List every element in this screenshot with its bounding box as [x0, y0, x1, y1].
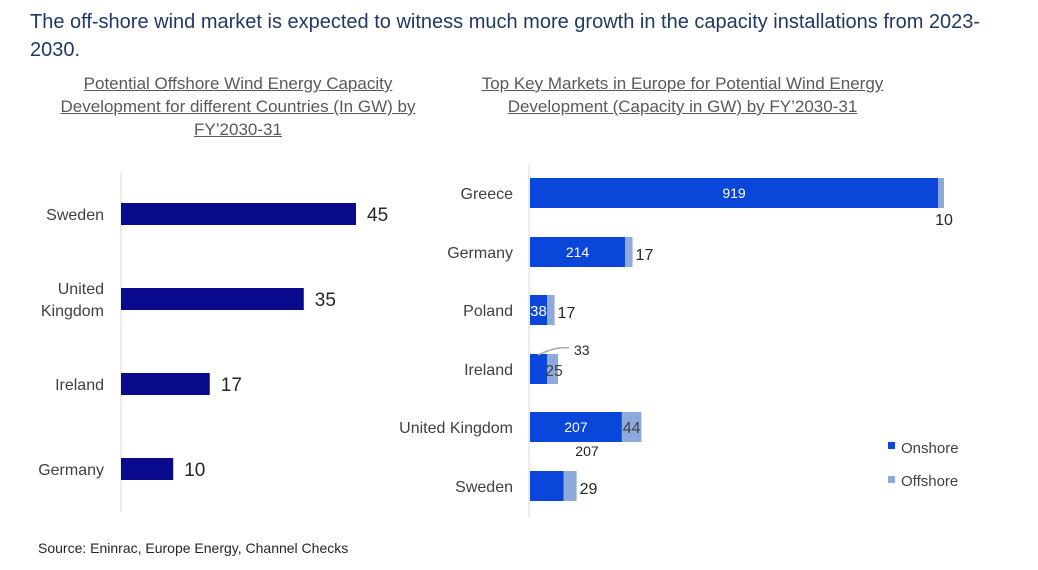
offshore-bar-4	[621, 412, 642, 442]
left-category-label-3: Germany	[38, 462, 104, 479]
left-bar-value-2: 17	[221, 375, 242, 396]
offshore-bar-5	[563, 471, 577, 501]
offshore-bar-0	[938, 178, 944, 208]
left-bar-0	[121, 203, 356, 225]
offshore-value-label-1: 17	[636, 247, 654, 264]
offshore-value-label-4: 44	[623, 420, 641, 437]
onshore-bar-3	[530, 354, 547, 384]
right-category-label-3: Ireland	[464, 362, 513, 379]
offshore-value-label-2: 17	[558, 305, 576, 322]
left-category-label-line: Kingdom	[41, 303, 104, 320]
offshore-value-label-3: 25	[545, 363, 563, 380]
offshore-bar-3	[547, 354, 559, 384]
legend-offshore-swatch	[888, 476, 895, 483]
left-bar-3	[121, 458, 174, 480]
right-category-label-2: Poland	[463, 303, 513, 320]
onshore-value-label-2: 38	[530, 303, 547, 320]
right-chart-title: Top Key Markets in Europe for Potential …	[481, 74, 884, 116]
right-category-label-1: Germany	[447, 245, 513, 262]
onshore-value-label-1: 214	[566, 244, 590, 260]
right-category-label-5: Sweden	[455, 479, 513, 496]
left-category-label-0: Sweden	[46, 207, 104, 224]
onshore-bar-5	[530, 471, 564, 501]
left-bar-value-3: 10	[184, 460, 205, 481]
left-category-label-line: Ireland	[55, 377, 104, 394]
left-bar-value-1: 35	[315, 290, 336, 311]
source-note: Source: Eninrac, Europe Energy, Channel …	[38, 540, 349, 556]
left-category-label-line: United	[58, 281, 104, 298]
offshore-bar-2	[547, 295, 555, 325]
legend-onshore-label: Onshore	[901, 440, 959, 457]
left-bar-chart: 45 Sweden 35 United Kingdom 17 Ireland 10 German…	[38, 172, 388, 512]
onshore-bar-4	[530, 412, 622, 442]
onshore-bar-2	[530, 295, 547, 325]
left-category-label-2: Ireland	[55, 377, 104, 394]
right-category-label-4: United Kingdom	[399, 420, 513, 437]
onshore-value-label-4: 207	[575, 443, 599, 459]
legend-onshore-swatch	[888, 442, 895, 449]
left-chart-title: Potential Offshore Wind Energy Capacity …	[60, 74, 416, 139]
onshore-value-label-4: 207	[564, 419, 588, 435]
offshore-bar-1	[625, 237, 633, 267]
headline: The off-shore wind market is expected to…	[30, 11, 981, 61]
left-bar-2	[121, 373, 210, 395]
left-category-label-line: Sweden	[46, 207, 104, 224]
onshore-bar-0	[530, 178, 938, 208]
left-bar-1	[121, 288, 304, 310]
left-category-label-1: United Kingdom	[41, 281, 104, 320]
right-category-label-0: Greece	[461, 186, 514, 203]
left-category-label-line: Germany	[38, 462, 104, 479]
onshore-leader-line-3	[537, 346, 570, 356]
offshore-value-label-5: 29	[580, 481, 598, 498]
onshore-value-label-0: 919	[722, 185, 746, 201]
onshore-bar-1	[530, 237, 626, 267]
legend-offshore-label: Offshore	[901, 473, 958, 490]
left-bar-value-0: 45	[367, 205, 388, 226]
right-legend: Onshore Offshore	[888, 440, 959, 490]
right-stacked-bar-chart: Greece 919 10 Germany 214 17 Poland 38 17 Ireland…	[399, 165, 959, 517]
offshore-value-label-0: 10	[935, 212, 953, 229]
onshore-value-label-3: 33	[574, 342, 590, 358]
